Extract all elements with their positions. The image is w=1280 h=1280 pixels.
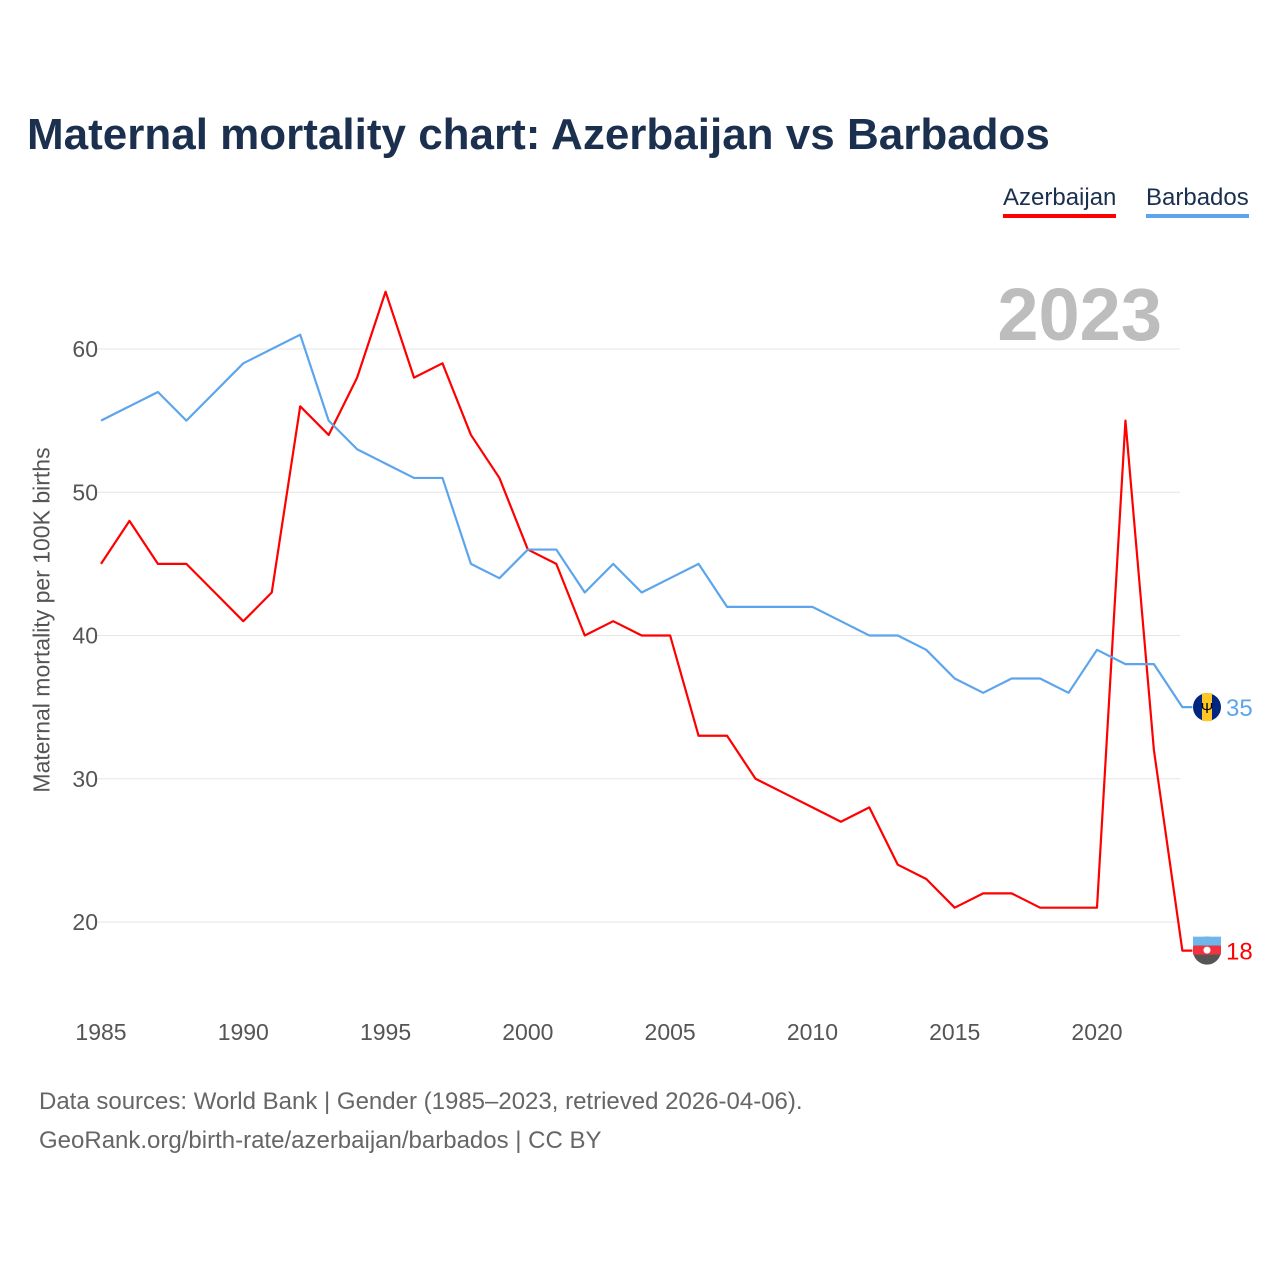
flag-azerbaijan-blue xyxy=(1193,936,1221,946)
x-tick-1985: 1985 xyxy=(75,1019,126,1045)
x-tick-2005: 2005 xyxy=(645,1019,696,1045)
chart-title: Maternal mortality chart: Azerbaijan vs … xyxy=(27,110,1050,159)
footer-source: Data sources: World Bank | Gender (1985–… xyxy=(39,1088,803,1115)
series-line-barbados xyxy=(100,333,1193,709)
legend-azerbaijan[interactable]: Azerbaijan xyxy=(1003,184,1117,218)
series-line-azerbaijan xyxy=(100,290,1193,952)
y-tick-20: 20 xyxy=(72,909,98,935)
x-tick-2020: 2020 xyxy=(1071,1019,1122,1045)
year-label: 2023 xyxy=(997,273,1162,356)
y-tick-30: 30 xyxy=(72,766,98,792)
flag-azerbaijan-crescent xyxy=(1203,946,1211,954)
x-tick-1990: 1990 xyxy=(218,1019,269,1045)
flag-barbados-trident: Ψ xyxy=(1201,700,1214,717)
y-tick-60: 60 xyxy=(72,336,98,362)
end-label-barbados: 35 xyxy=(1226,695,1253,722)
legend-barbados[interactable]: Barbados xyxy=(1146,184,1249,218)
x-tick-1995: 1995 xyxy=(360,1019,411,1045)
flag-barbados-gold xyxy=(1202,693,1212,722)
x-tick-2015: 2015 xyxy=(929,1019,980,1045)
y-tick-50: 50 xyxy=(72,479,98,505)
x-tick-2010: 2010 xyxy=(787,1019,838,1045)
x-tick-2000: 2000 xyxy=(502,1019,553,1045)
y-tick-40: 40 xyxy=(72,623,98,649)
footer-credit: GeoRank.org/birth-rate/azerbaijan/barbad… xyxy=(39,1127,602,1154)
end-label-azerbaijan: 18 xyxy=(1226,939,1253,966)
